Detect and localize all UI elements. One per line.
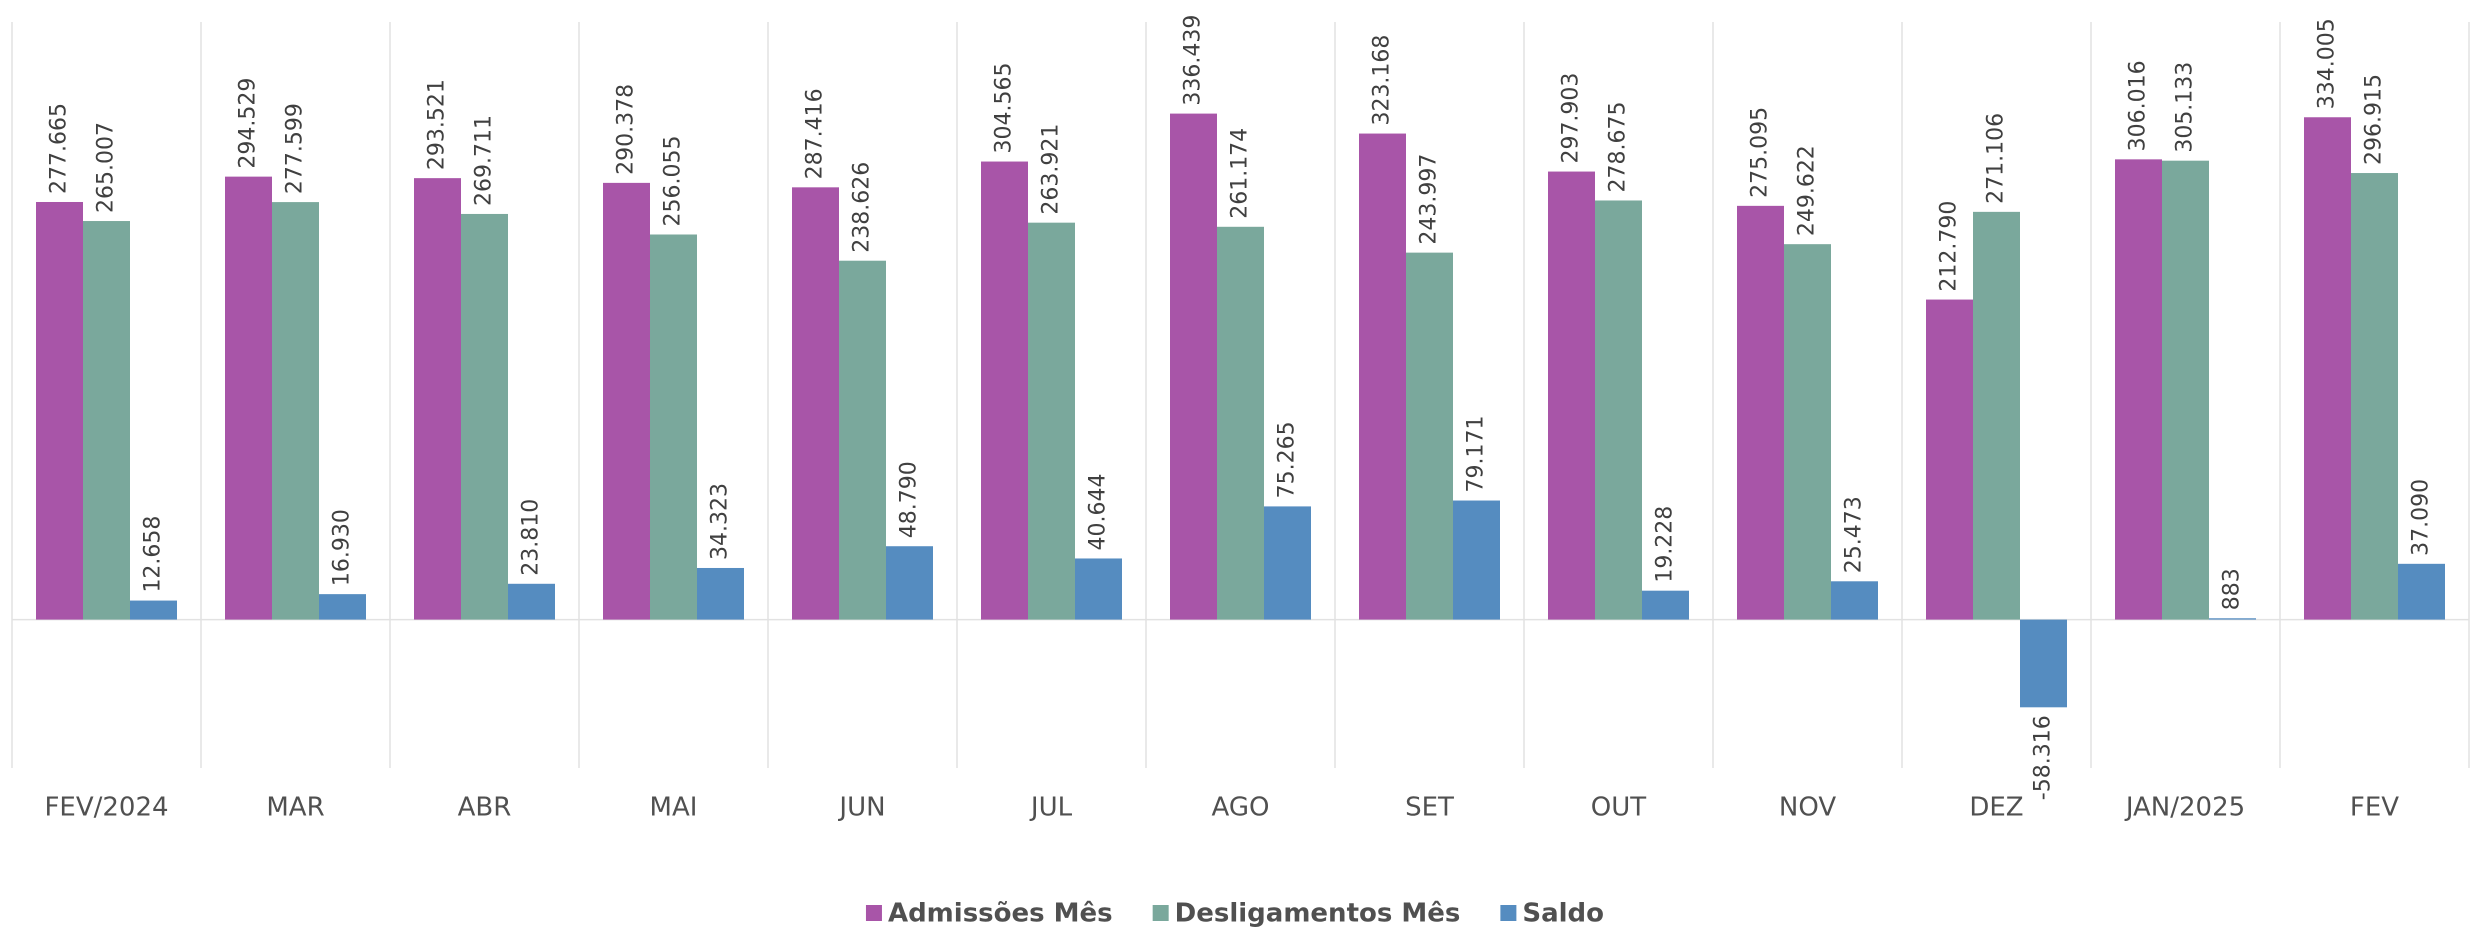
data-label: 23.810 bbox=[519, 499, 544, 576]
bar bbox=[1831, 581, 1878, 620]
legend-label: Saldo bbox=[1522, 899, 1604, 929]
data-label: 323.168 bbox=[1370, 35, 1395, 126]
x-tick-label: JAN/2025 bbox=[2124, 793, 2245, 823]
data-label: -58.316 bbox=[2031, 715, 2056, 800]
data-label: 271.106 bbox=[1984, 113, 2009, 204]
bar bbox=[839, 260, 886, 620]
bar bbox=[83, 221, 130, 620]
legend-swatch bbox=[865, 905, 882, 921]
data-label: 278.675 bbox=[1606, 101, 1631, 192]
data-label: 48.790 bbox=[897, 461, 922, 538]
data-label: 883 bbox=[2220, 568, 2245, 610]
data-label: 75.265 bbox=[1275, 421, 1300, 498]
data-label: 37.090 bbox=[2409, 479, 2434, 556]
data-label: 212.790 bbox=[1937, 201, 1962, 292]
bar bbox=[886, 546, 933, 620]
bar bbox=[981, 161, 1028, 620]
x-tick-label: MAI bbox=[650, 793, 698, 823]
bar bbox=[1406, 252, 1453, 620]
bar bbox=[2304, 117, 2351, 620]
bar bbox=[1264, 506, 1311, 620]
bar bbox=[461, 213, 508, 620]
x-tick-label: FEV bbox=[2350, 793, 2399, 823]
data-label: 287.416 bbox=[803, 88, 828, 179]
bar bbox=[1926, 299, 1973, 620]
bar bbox=[1453, 500, 1500, 620]
x-tick-label: ABR bbox=[458, 793, 512, 823]
bar bbox=[697, 567, 744, 620]
data-label: 305.133 bbox=[2173, 62, 2198, 153]
data-label: 277.599 bbox=[283, 103, 308, 194]
data-label: 297.903 bbox=[1559, 73, 1584, 164]
data-label: 249.622 bbox=[1795, 145, 1820, 236]
bar bbox=[1170, 113, 1217, 620]
data-label: 277.665 bbox=[47, 103, 72, 194]
bar bbox=[2115, 159, 2162, 620]
data-label: 294.529 bbox=[236, 78, 261, 169]
data-label: 290.378 bbox=[614, 84, 639, 175]
bar bbox=[130, 600, 177, 620]
bar bbox=[414, 178, 461, 620]
data-label: 275.095 bbox=[1748, 107, 1773, 198]
data-label: 16.930 bbox=[330, 509, 355, 586]
data-label: 261.174 bbox=[1228, 128, 1253, 219]
bar bbox=[1595, 200, 1642, 620]
bar bbox=[1973, 211, 2020, 620]
bar bbox=[272, 202, 319, 620]
data-label: 243.997 bbox=[1417, 154, 1442, 245]
x-tick-label: SET bbox=[1405, 793, 1454, 823]
x-tick-label: OUT bbox=[1591, 793, 1646, 823]
bar bbox=[1359, 133, 1406, 620]
x-tick-label: JUN bbox=[837, 793, 885, 823]
bar bbox=[603, 182, 650, 620]
bar bbox=[1737, 205, 1784, 620]
legend-label: Admissões Mês bbox=[888, 899, 1113, 929]
data-label: 12.658 bbox=[141, 516, 166, 593]
bar bbox=[1784, 244, 1831, 620]
data-label: 34.323 bbox=[708, 483, 733, 560]
bar bbox=[792, 187, 839, 620]
legend-swatch bbox=[1152, 905, 1169, 921]
x-tick-label: FEV/2024 bbox=[44, 793, 168, 823]
legend-label: Desligamentos Mês bbox=[1175, 899, 1461, 929]
data-label: 306.016 bbox=[2126, 60, 2151, 151]
data-label: 336.439 bbox=[1181, 15, 1206, 106]
bar bbox=[319, 594, 366, 620]
data-label: 40.644 bbox=[1086, 473, 1111, 550]
x-tick-label: JUL bbox=[1029, 793, 1073, 823]
x-tick-label: AGO bbox=[1212, 793, 1270, 823]
bar bbox=[225, 176, 272, 620]
bar bbox=[1642, 590, 1689, 620]
bar bbox=[508, 583, 555, 620]
bar bbox=[2209, 618, 2256, 620]
data-label: 304.565 bbox=[992, 63, 1017, 154]
x-tick-label: DEZ bbox=[1969, 793, 2023, 823]
legend-swatch bbox=[1500, 905, 1517, 921]
data-label: 263.921 bbox=[1039, 124, 1064, 215]
data-label: 256.055 bbox=[661, 136, 686, 227]
x-tick-label: NOV bbox=[1779, 793, 1836, 823]
bar bbox=[2351, 173, 2398, 620]
x-tick-label: MAR bbox=[266, 793, 324, 823]
bar bbox=[1028, 222, 1075, 620]
data-label: 269.711 bbox=[472, 115, 497, 206]
data-label: 238.626 bbox=[850, 162, 875, 253]
bar bbox=[2398, 563, 2445, 620]
data-label: 265.007 bbox=[94, 122, 119, 213]
legend: Admissões Mês Desligamentos Mês Saldo bbox=[865, 899, 1604, 929]
bar bbox=[36, 201, 83, 620]
bar bbox=[650, 234, 697, 620]
data-label: 79.171 bbox=[1464, 416, 1489, 493]
bar bbox=[1548, 171, 1595, 620]
bar bbox=[2020, 619, 2067, 708]
data-label: 25.473 bbox=[1842, 496, 1867, 573]
data-label: 296.915 bbox=[2362, 74, 2387, 165]
bar bbox=[1075, 558, 1122, 620]
data-label: 19.228 bbox=[1653, 506, 1678, 583]
bar bbox=[2162, 160, 2209, 620]
data-label: 293.521 bbox=[425, 79, 450, 170]
data-label: 334.005 bbox=[2315, 18, 2340, 109]
bar bbox=[1217, 226, 1264, 620]
